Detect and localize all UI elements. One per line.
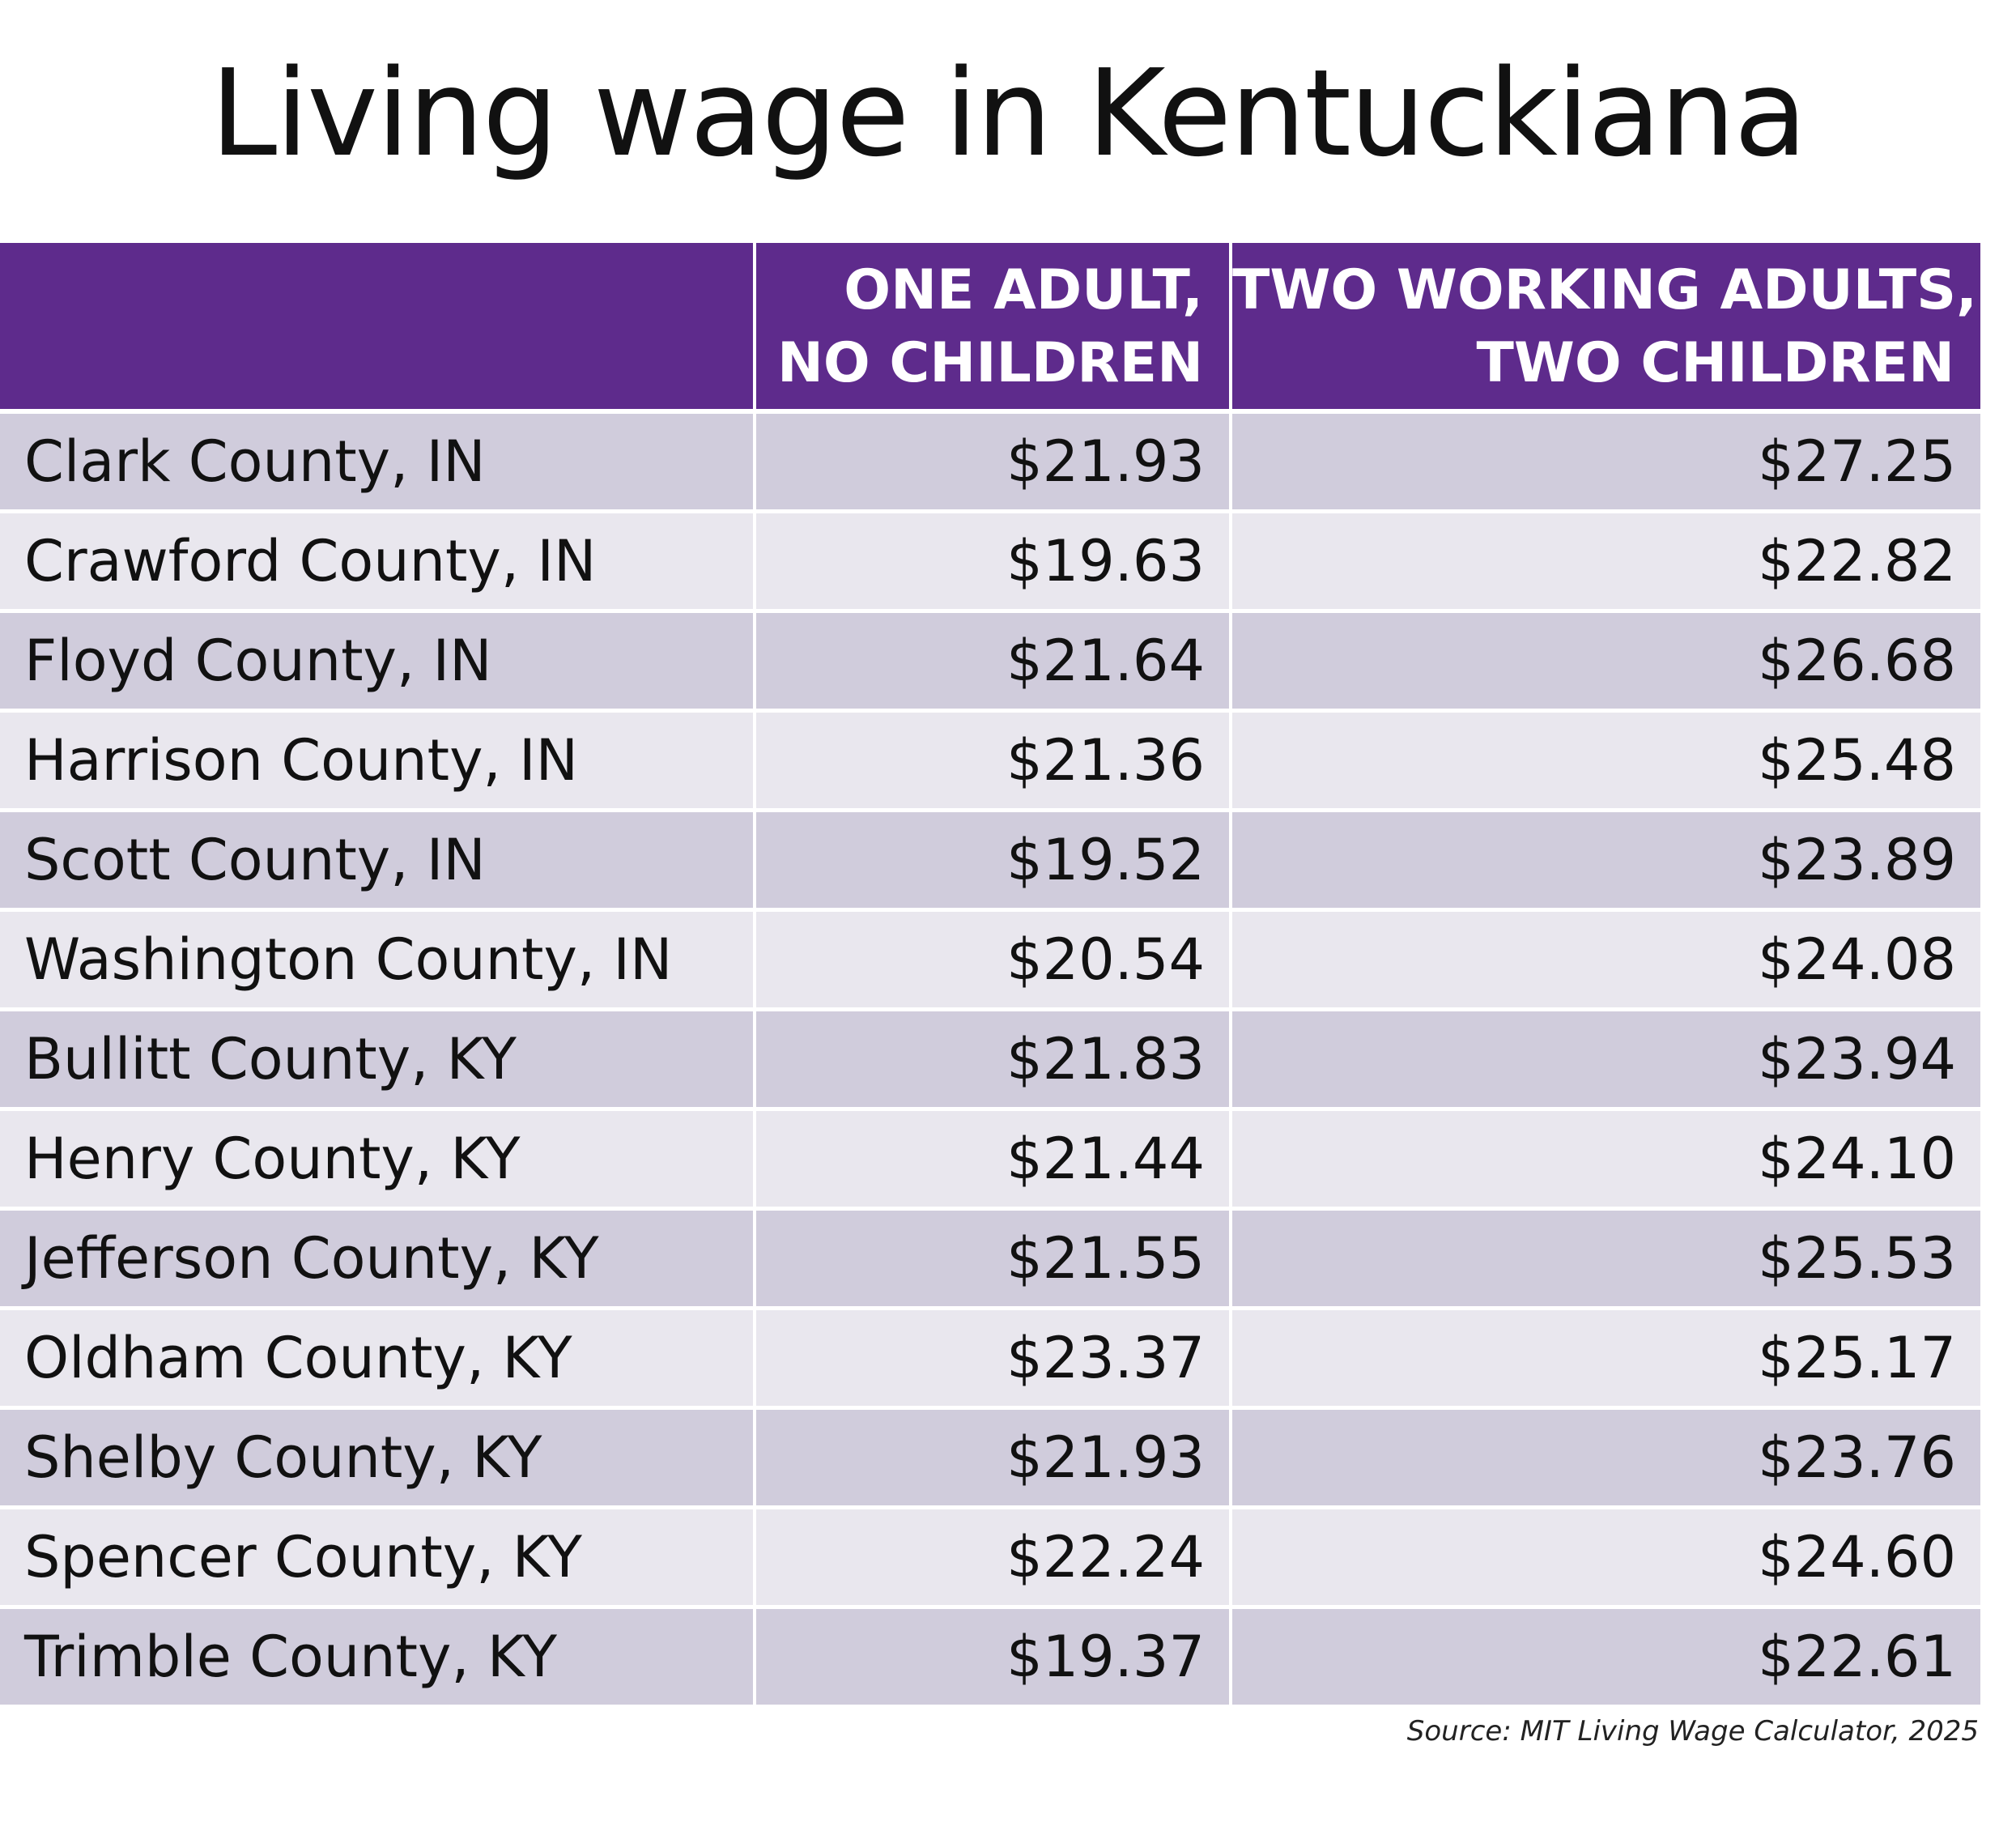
- county-name-cell: Washington County, IN: [0, 912, 753, 1007]
- county-name-cell: Crawford County, IN: [0, 513, 753, 609]
- table-row: Shelby County, KY $21.93 $23.76: [0, 1410, 1980, 1505]
- header-one-adult-line-2: NO CHILDREN: [776, 331, 1203, 395]
- county-name-cell: Trimble County, KY: [0, 1609, 753, 1705]
- table-row: Oldham County, KY $23.37 $25.17: [0, 1310, 1980, 1406]
- header-one-adult-line-1: ONE ADULT,: [844, 258, 1203, 322]
- county-name-cell: Clark County, IN: [0, 414, 753, 509]
- county-name-cell: Jefferson County, KY: [0, 1211, 753, 1306]
- table-row: Spencer County, KY $22.24 $24.60: [0, 1509, 1980, 1605]
- one-adult-wage-cell: $20.54: [756, 912, 1229, 1007]
- two-adults-wage-cell: $27.25: [1232, 414, 1980, 509]
- table-row: Washington County, IN $20.54 $24.08: [0, 912, 1980, 1007]
- two-adults-wage-cell: $23.89: [1232, 812, 1980, 908]
- one-adult-wage-cell: $21.55: [756, 1211, 1229, 1306]
- header-two-adults-line-2: TWO CHILDREN: [1476, 331, 1954, 395]
- two-adults-wage-cell: $26.68: [1232, 613, 1980, 709]
- one-adult-wage-cell: $19.52: [756, 812, 1229, 908]
- two-adults-wage-cell: $24.08: [1232, 912, 1980, 1007]
- one-adult-wage-cell: $21.36: [756, 713, 1229, 808]
- county-name-cell: Shelby County, KY: [0, 1410, 753, 1505]
- county-name-cell: Spencer County, KY: [0, 1509, 753, 1605]
- table-row: Clark County, IN $21.93 $27.25: [0, 414, 1980, 509]
- two-adults-wage-cell: $22.82: [1232, 513, 1980, 609]
- county-name-cell: Bullitt County, KY: [0, 1011, 753, 1107]
- table-row: Henry County, KY $21.44 $24.10: [0, 1111, 1980, 1207]
- header-two-adults-column: TWO WORKING ADULTS, TWO CHILDREN: [1232, 243, 1980, 409]
- header-two-adults-line-1: TWO WORKING ADULTS,: [1232, 258, 1977, 322]
- county-name-cell: Oldham County, KY: [0, 1310, 753, 1406]
- two-adults-wage-cell: $25.53: [1232, 1211, 1980, 1306]
- table-row: Bullitt County, KY $21.83 $23.94: [0, 1011, 1980, 1107]
- one-adult-wage-cell: $22.24: [756, 1509, 1229, 1605]
- living-wage-table: ONE ADULT, NO CHILDREN TWO WORKING ADULT…: [0, 243, 1980, 1709]
- two-adults-wage-cell: $24.60: [1232, 1509, 1980, 1605]
- source-note: Source: MIT Living Wage Calculator, 2025: [1406, 1715, 1979, 1748]
- table-row: Crawford County, IN $19.63 $22.82: [0, 513, 1980, 609]
- county-name-cell: Henry County, KY: [0, 1111, 753, 1207]
- two-adults-wage-cell: $24.10: [1232, 1111, 1980, 1207]
- two-adults-wage-cell: $25.17: [1232, 1310, 1980, 1406]
- one-adult-wage-cell: $19.37: [756, 1609, 1229, 1705]
- table-row: Scott County, IN $19.52 $23.89: [0, 812, 1980, 908]
- table-header-row: ONE ADULT, NO CHILDREN TWO WORKING ADULT…: [0, 243, 1980, 409]
- county-name-cell: Floyd County, IN: [0, 613, 753, 709]
- one-adult-wage-cell: $21.83: [756, 1011, 1229, 1107]
- one-adult-wage-cell: $19.63: [756, 513, 1229, 609]
- header-one-adult-column: ONE ADULT, NO CHILDREN: [756, 243, 1229, 409]
- table-row: Harrison County, IN $21.36 $25.48: [0, 713, 1980, 808]
- one-adult-wage-cell: $21.64: [756, 613, 1229, 709]
- two-adults-wage-cell: $25.48: [1232, 713, 1980, 808]
- table-row: Floyd County, IN $21.64 $26.68: [0, 613, 1980, 709]
- one-adult-wage-cell: $21.93: [756, 1410, 1229, 1505]
- two-adults-wage-cell: $22.61: [1232, 1609, 1980, 1705]
- county-name-cell: Scott County, IN: [0, 812, 753, 908]
- two-adults-wage-cell: $23.94: [1232, 1011, 1980, 1107]
- page-title: Living wage in Kentuckiana: [210, 44, 1808, 183]
- county-name-cell: Harrison County, IN: [0, 713, 753, 808]
- table-body: Clark County, IN $21.93 $27.25 Crawford Cou…: [0, 414, 1980, 1705]
- table-row: Jefferson County, KY $21.55 $25.53: [0, 1211, 1980, 1306]
- one-adult-wage-cell: $21.93: [756, 414, 1229, 509]
- one-adult-wage-cell: $21.44: [756, 1111, 1229, 1207]
- header-county-column: [0, 243, 753, 409]
- one-adult-wage-cell: $23.37: [756, 1310, 1229, 1406]
- table-row: Trimble County, KY $19.37 $22.61: [0, 1609, 1980, 1705]
- two-adults-wage-cell: $23.76: [1232, 1410, 1980, 1505]
